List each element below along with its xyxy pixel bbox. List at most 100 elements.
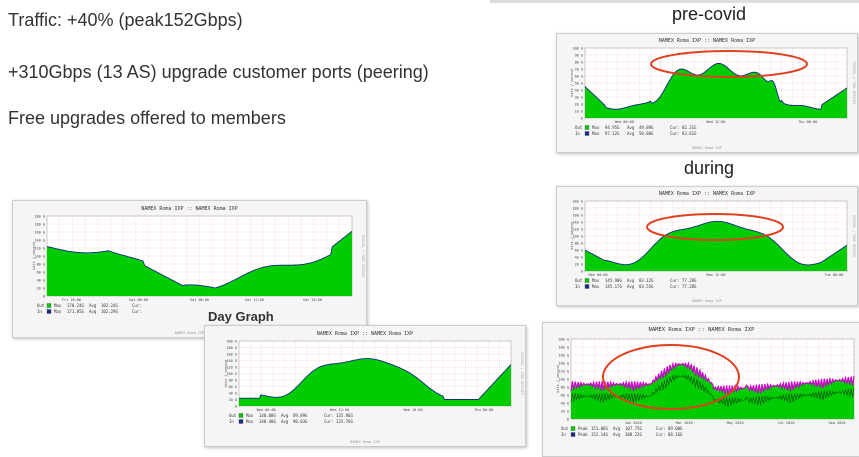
y-tick-label: 70 G [575,68,583,72]
y-tick-label: 120 G [572,228,583,232]
label-pre-covid: pre-covid [672,4,747,24]
y-tick-label: 200 G [34,215,45,219]
legend-kind: Max [54,303,62,308]
y-tick-label: 50 G [575,82,583,86]
legend-cur: 88.16G [668,432,683,437]
legend-max: 148.48G [259,419,276,424]
y-tick-label: 140 G [34,239,45,243]
x-tick-label: Jul 2020 [778,421,795,425]
legend-avg: 83.12G [639,278,654,283]
graph-footer: NAMEX Roma IXP [350,440,380,444]
y-tick-label: 80 G [37,263,45,267]
label-day-graph: Day Graph [208,309,274,324]
traffic-line [584,62,848,110]
y-tick-label: 60 G [575,75,583,79]
x-tick-label: Thu 00:00 [474,408,493,412]
traffic-area [585,63,847,118]
legend-swatch [584,284,590,289]
graph-during: NAMEX Roma IXP :: NAMEX Roma IXP 200 G 180… [556,186,858,306]
legend-swatch [584,131,590,136]
x-tick-label: Sat 12:00 [245,298,264,302]
y-tick-label: 40 G [37,279,45,283]
y-tick-label: 160 G [558,354,569,358]
legend-dir: Out [575,278,583,283]
legend-max: 148.08G [259,413,276,418]
y-tick-label: 180 G [558,346,569,350]
y-tick-label: 120 G [226,366,237,370]
legend-max: 145.90G [605,278,622,283]
legend-swatch [238,419,244,424]
legend-kind: Max [592,278,600,283]
legend-avg-label: Avg [613,426,621,431]
legend-max: 151.86G [591,426,608,431]
y-tick-label: 160 G [34,231,45,235]
legend-avg-label: Avg [281,419,289,424]
legend-cur-label: Cur: [132,303,142,308]
legend-swatch [570,432,576,437]
legend-avg: 50.88G [639,131,654,136]
legend-dir: Out [37,303,45,308]
y-tick-label: 20 G [561,410,569,414]
legend-dir: In [575,284,580,289]
y-tick-label: 0 [235,405,237,409]
legend-avg-label: Avg [89,303,97,308]
x-tick-label: Jan 2020 [625,421,642,425]
traffic-area [47,231,352,296]
legend-avg-label: Avg [627,125,635,130]
legend-kind: Max [592,125,600,130]
legend-cur: 135.76G [336,419,353,424]
legend-kind: Max [592,131,600,136]
legend-max: 97.12G [605,131,620,136]
top-edge-strip [490,0,859,3]
legend-dir: In [575,131,580,136]
legend-swatch [584,278,590,283]
legend-cur: 83.61G [682,131,697,136]
x-tick-label: Mar 2020 [676,421,693,425]
legend-dir: In [229,419,234,424]
y-tick-label: 100 G [572,235,583,239]
x-tick-label: Mon 12:00 [707,273,726,277]
legend-avg-label: Avg [89,309,97,314]
y-tick-label: 0 [43,295,45,299]
y-tick-label: 40 G [575,256,583,260]
y-tick-label: 0 [581,117,583,121]
legend-cur-label: Cur: [670,125,680,130]
y-tick-label: 60 G [229,385,237,389]
graph-year: NAMEX Roma IXP :: NAMEX Roma IXP 200 G 180… [542,322,859,457]
y-tick-label: 20 G [37,287,45,291]
legend-max: 152.14G [591,432,608,437]
y-axis-label: bits / second [556,365,560,392]
legend-kind: Max [54,309,62,314]
y-tick-label: 120 G [558,370,569,374]
legend-cur-label: Cur: [132,309,142,314]
y-tick-label: 200 G [572,200,583,204]
x-tick-label: May 2020 [727,421,744,425]
legend-cur: 135.96G [336,413,353,418]
traffic-line [584,220,848,266]
legend-kind: Max [246,413,254,418]
x-tick-label: Wed 00:00 [615,120,634,124]
legend-cur-label: Cur: [670,284,680,289]
rrdtool-credit: RRDTOOL / TOBI OETIKER [520,352,524,394]
y-tick-label: 60 G [575,249,583,253]
legend-cur: 77.28G [682,284,697,289]
graph-title: NAMEX Roma IXP :: NAMEX Roma IXP [659,38,755,44]
x-tick-label: Sat 00:00 [129,298,148,302]
legend-kind: Max [246,419,254,424]
highlight-circle [602,344,740,410]
label-during: during [684,158,735,178]
y-tick-label: 140 G [226,359,237,363]
legend-avg: 102.29G [101,309,118,314]
y-tick-label: 80 G [229,379,237,383]
rrdtool-credit: RRDTOOL / TOBI OETIKER [852,215,856,257]
y-tick-label: 20 G [575,263,583,267]
legend-swatch [570,426,576,431]
legend-avg-label: Avg [281,413,289,418]
legend-max: 145.17G [605,284,622,289]
x-tick-label: Mon 00:00 [589,273,608,277]
